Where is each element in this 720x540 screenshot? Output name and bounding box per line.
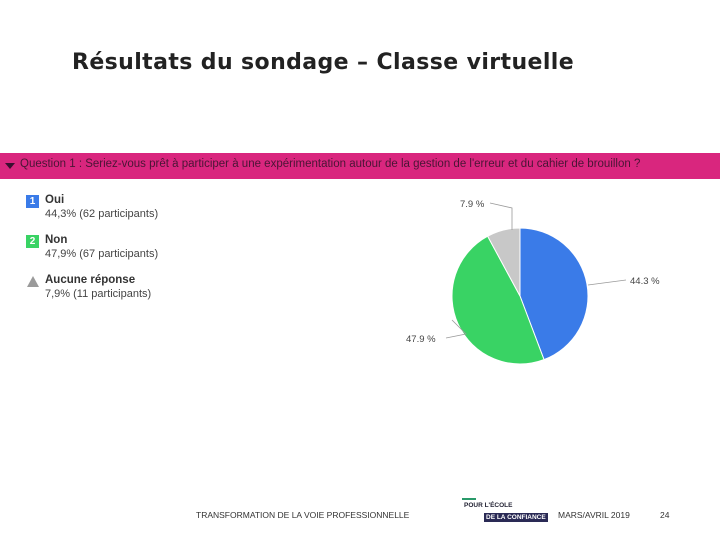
logo-line-2: DE LA CONFIANCE — [484, 513, 548, 522]
footer-date: MARS/AVRIL 2019 — [558, 510, 630, 520]
slice-label-non: 47.9 % — [406, 334, 436, 345]
footer-title: TRANSFORMATION DE LA VOIE PROFESSIONNELL… — [196, 510, 410, 520]
slice-label-oui: 44.3 % — [630, 276, 660, 287]
leader-line-aucune-reponse — [489, 202, 513, 230]
legend-label: Non — [45, 234, 68, 246]
ecole-confiance-logo: POUR L'ÉCOLE DE LA CONFIANCE — [462, 498, 552, 524]
legend-marker-1: 1 — [26, 195, 39, 208]
page-number: 24 — [660, 510, 670, 520]
question-bar[interactable]: Question 1 : Seriez-vous prêt à particip… — [0, 153, 720, 179]
legend-marker-2: 2 — [26, 235, 39, 248]
pie-slice-non — [451, 235, 545, 365]
triangle-icon — [27, 276, 39, 287]
leader-line-oui — [587, 279, 627, 286]
pie-slice-aucune-reponse — [486, 227, 521, 297]
legend-detail: 44,3% (62 participants) — [45, 208, 159, 220]
legend-detail: 7,9% (11 participants) — [45, 288, 152, 300]
leader-line-non — [445, 319, 467, 339]
logo-line-1: POUR L'ÉCOLE — [464, 502, 513, 509]
collapse-triangle-icon[interactable] — [5, 163, 15, 169]
slide-title: Résultats du sondage – Classe virtuelle — [72, 50, 575, 75]
slice-label-aucune-reponse: 7.9 % — [460, 199, 485, 210]
question-text: Question 1 : Seriez-vous prêt à particip… — [20, 158, 641, 170]
legend-label: Oui — [45, 194, 65, 206]
legend-detail: 47,9% (67 participants) — [45, 248, 159, 260]
legend-label: Aucune réponse — [45, 274, 136, 286]
pie-slice-oui — [519, 227, 589, 361]
